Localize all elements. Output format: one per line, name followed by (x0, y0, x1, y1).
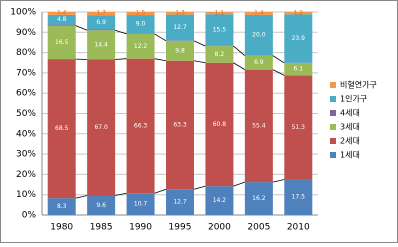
y-tick-label: 70% (16, 68, 36, 78)
value-label: 8.2 (215, 51, 225, 58)
y-tick-label: 30% (16, 150, 36, 160)
value-label: 68.5 (55, 125, 69, 132)
bar-segment (48, 25, 76, 26)
legend-label: 3세대 (340, 123, 360, 132)
x-tick-label: 1980 (50, 223, 73, 233)
value-label: 9.0 (136, 21, 146, 28)
legend-label: 비혈연가구 (340, 80, 377, 90)
value-label: 14.4 (94, 41, 108, 48)
value-label: 17.5 (292, 194, 306, 201)
value-label: 6.9 (254, 59, 264, 66)
value-label: 1.4 (254, 10, 264, 17)
value-label: 23.9 (292, 35, 306, 42)
value-label: 1.2 (294, 9, 304, 16)
y-tick-label: 60% (16, 89, 36, 99)
legend-swatch (330, 110, 336, 116)
legend-label: 2세대 (340, 137, 360, 146)
value-label: 15.5 (213, 26, 227, 33)
value-label: 63.3 (173, 121, 187, 128)
legend-swatch (330, 82, 336, 88)
y-tick-label: 80% (16, 48, 36, 58)
x-tick-label: 2000 (208, 223, 231, 233)
bar-segment (127, 33, 155, 34)
x-tick-label: 1995 (169, 223, 192, 233)
value-label: 66.3 (134, 122, 148, 129)
value-label: 6.9 (96, 19, 106, 26)
value-label: 1.7 (96, 10, 106, 17)
y-tick-label: 10% (16, 190, 36, 200)
y-tick-label: 20% (16, 170, 36, 180)
x-tick-label: 1985 (90, 223, 113, 233)
value-label: 1.4 (57, 10, 67, 17)
legend-label: 4세대 (340, 109, 360, 118)
value-label: 8.3 (57, 203, 67, 210)
value-label: 1.1 (215, 10, 225, 17)
value-label: 55.4 (252, 122, 266, 129)
value-label: 6.1 (294, 66, 304, 73)
value-label: 12.2 (134, 43, 148, 50)
value-label: 1.3 (175, 10, 185, 17)
legend-swatch (330, 96, 336, 102)
value-label: 20.0 (252, 32, 266, 39)
value-label: 51.3 (292, 124, 306, 131)
y-tick-label: 40% (16, 129, 36, 139)
value-label: 12.7 (173, 24, 187, 31)
value-label: 60.8 (213, 121, 227, 128)
y-tick-label: 100% (10, 8, 36, 18)
x-tick-label: 2005 (247, 223, 270, 233)
value-label: 67.0 (94, 124, 108, 131)
y-tick-label: 0% (22, 211, 37, 221)
x-tick-label: 2010 (287, 223, 310, 233)
value-label: 16.2 (252, 195, 266, 202)
legend-label: 1세대 (340, 151, 360, 160)
bar-segment (87, 29, 115, 30)
value-label: 1.5 (136, 10, 146, 17)
legend-swatch (330, 138, 336, 144)
value-label: 14.2 (213, 197, 227, 204)
legend-swatch (330, 152, 336, 158)
y-tick-label: 50% (16, 109, 36, 119)
y-tick-label: 90% (16, 28, 36, 38)
value-label: 9.6 (96, 202, 106, 209)
legend-swatch (330, 124, 336, 130)
value-label: 12.7 (173, 199, 187, 206)
legend-label: 1인가구 (340, 94, 367, 104)
value-label: 9.8 (175, 47, 185, 54)
x-tick-label: 1990 (129, 223, 152, 233)
value-label: 4.8 (57, 16, 67, 23)
value-label: 16.5 (55, 39, 69, 46)
value-label: 10.7 (134, 201, 148, 208)
